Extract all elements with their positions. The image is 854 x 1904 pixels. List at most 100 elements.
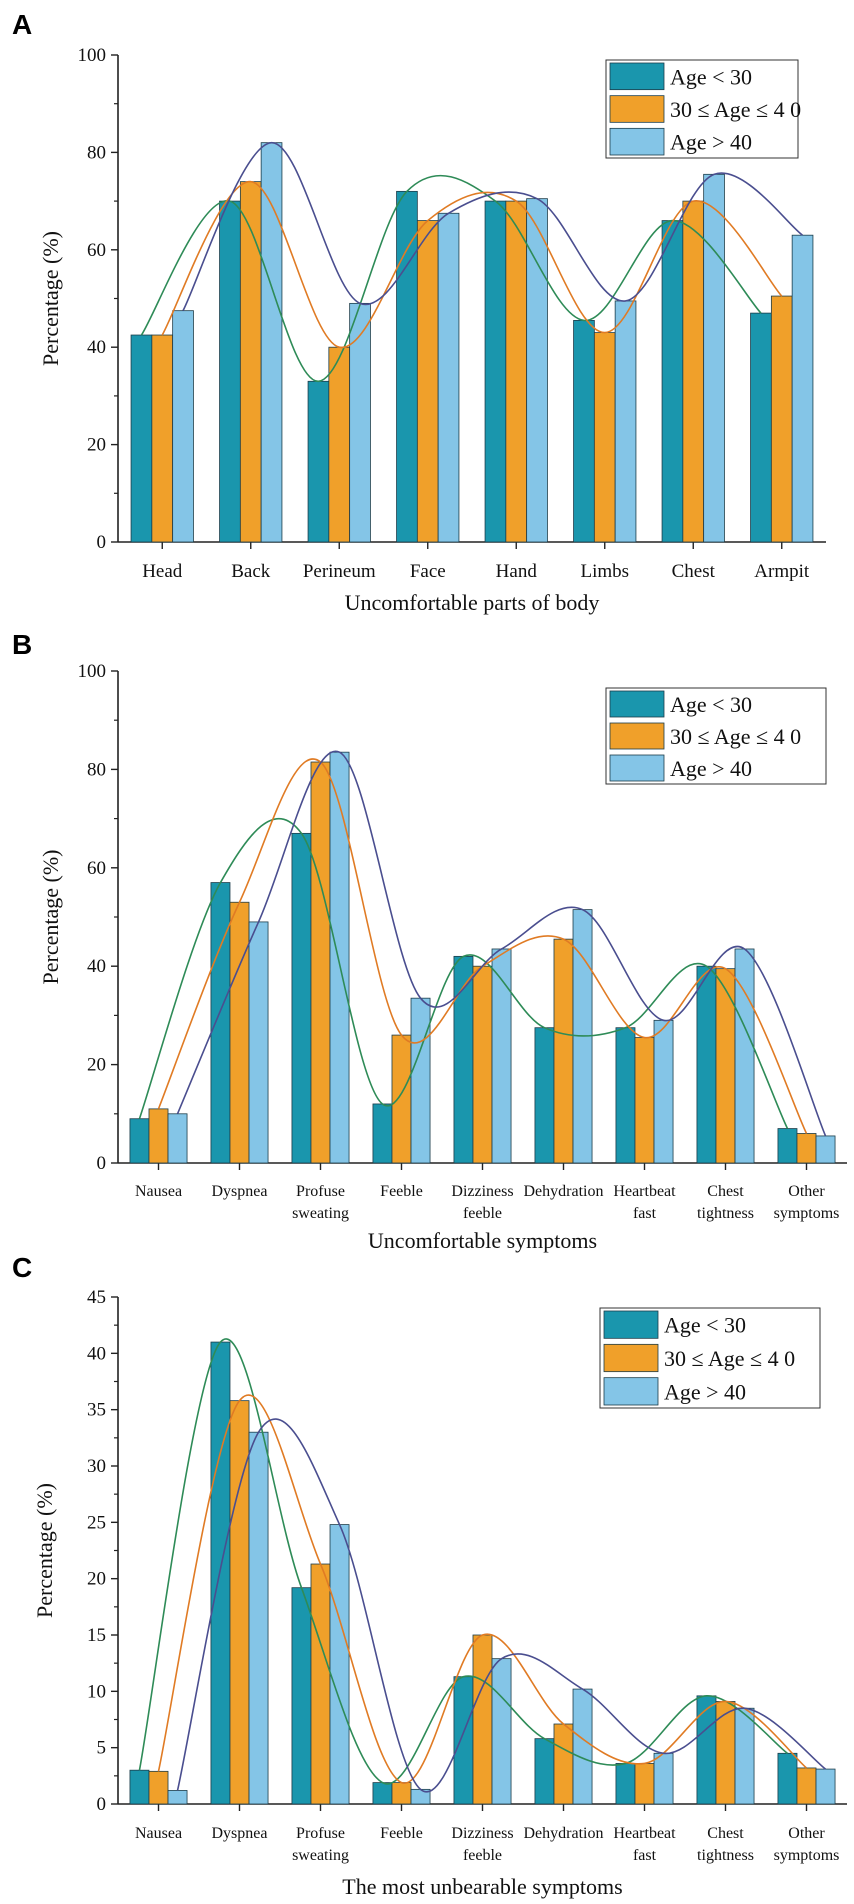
y-tick-label: 20	[87, 1055, 106, 1076]
bar-series-2	[416, 220, 439, 543]
y-tick-label: 15	[87, 1625, 106, 1646]
bar-series-3	[172, 310, 194, 543]
y-tick-label: 20	[87, 1569, 106, 1590]
x-tick-label: Back	[231, 561, 271, 582]
x-tick-label: fast	[633, 1205, 657, 1222]
y-tick-label: 20	[87, 435, 106, 456]
bar-series-3	[437, 212, 460, 543]
legend-swatch	[609, 127, 665, 156]
trend-curve-series-3	[176, 1418, 827, 1793]
panel-letter: A	[12, 9, 32, 40]
x-tick-label: Dehydration	[524, 1183, 604, 1200]
panel-letter: C	[12, 1252, 32, 1283]
bar-series-3	[329, 1524, 350, 1805]
legend-swatch	[603, 1343, 659, 1373]
legend-label: 30 ≤ Age ≤ 4 0	[670, 724, 801, 749]
bar-series-2	[505, 200, 528, 543]
x-tick-label: fast	[633, 1847, 657, 1864]
x-tick-label: Limbs	[580, 561, 629, 582]
x-tick-label: Dyspnea	[212, 1183, 268, 1200]
bar-series-1	[534, 1027, 555, 1164]
bar-series-3	[491, 948, 512, 1164]
x-tick-label: Other	[788, 1183, 825, 1200]
trend-curve-series-3	[176, 750, 827, 1137]
x-tick-label: Hand	[496, 561, 538, 582]
y-tick-label: 60	[87, 240, 106, 261]
bar-series-3	[248, 1431, 269, 1805]
x-tick-label: Dizziness	[451, 1183, 513, 1200]
bar-series-1	[291, 832, 312, 1164]
legend-swatch	[609, 62, 665, 91]
bar-series-3	[410, 997, 431, 1164]
x-tick-label: Dyspnea	[212, 1825, 268, 1842]
bar-series-2	[715, 968, 736, 1164]
bar-series-2	[553, 938, 574, 1164]
x-tick-label: Head	[142, 561, 183, 582]
bar-series-2	[328, 346, 351, 543]
bar-series-1	[453, 1676, 474, 1805]
bar-series-2	[715, 1701, 736, 1805]
y-tick-label: 30	[87, 1456, 106, 1477]
y-tick-label: 40	[87, 337, 106, 358]
trend-curve-series-1	[140, 174, 762, 383]
bar-series-2	[634, 1037, 655, 1164]
x-tick-label: tightness	[697, 1205, 754, 1222]
y-tick-label: 45	[87, 1287, 106, 1308]
bar-series-3	[491, 1658, 512, 1805]
panel-a: A 0 20 40 60 80 100 Head Back Perineum Face Hand Lim…	[12, 9, 826, 615]
bar-series-1	[210, 1341, 231, 1805]
bar-series-3	[572, 1688, 593, 1805]
panel-c: C 0 5 10 15 20 25 30 35 40 45 Nausea Dyspnea Profuse s…	[12, 1252, 847, 1899]
bar-series-1	[219, 200, 241, 543]
trend-curve-series-2	[161, 180, 783, 349]
bar-series-1	[573, 320, 595, 543]
bar-series-1	[130, 334, 153, 543]
y-tick-label: 40	[87, 956, 106, 977]
bar-series-1	[129, 1118, 150, 1164]
x-axis-title: Uncomfortable symptoms	[368, 1228, 597, 1253]
bar-series-3	[349, 302, 371, 543]
legend-label: Age < 30	[664, 1313, 746, 1338]
y-tick-label: 100	[78, 661, 107, 682]
bar-series-3	[734, 1707, 755, 1805]
bar-series-1	[696, 1695, 717, 1805]
legend-swatch	[609, 722, 665, 750]
legend-label: 30 ≤ Age ≤ 4 0	[670, 97, 801, 122]
x-tick-label: Chest	[707, 1183, 744, 1200]
y-tick-label: 80	[87, 759, 106, 780]
x-axis-title: The most unbearable symptoms	[342, 1874, 622, 1899]
bar-series-1	[696, 965, 717, 1164]
y-tick-label: 35	[87, 1400, 106, 1421]
bar-series-1	[372, 1103, 393, 1164]
bar-series-1	[777, 1128, 798, 1164]
bar-series-1	[291, 1587, 312, 1805]
x-tick-label: Chest	[707, 1825, 744, 1842]
legend-label: Age < 30	[670, 64, 752, 89]
legend-swatch	[609, 95, 665, 123]
bar-series-1	[661, 220, 684, 543]
y-tick-label: 100	[78, 45, 107, 66]
bar-series-3	[329, 751, 350, 1164]
bar-series-1	[484, 200, 507, 543]
legend: Age < 30 30 ≤ Age ≤ 4 0 Age > 40	[605, 59, 801, 159]
x-tick-label: Nausea	[135, 1183, 182, 1200]
bar-series-1	[615, 1763, 636, 1805]
bar-series-1	[129, 1769, 150, 1805]
x-tick-label: Heartbeat	[613, 1183, 676, 1200]
panel-b: B 0 20 40 60 80 100 Nausea Dyspnea Profuse sweatin…	[12, 629, 847, 1253]
legend-swatch	[609, 690, 665, 718]
y-axis-title: Percentage (%)	[38, 850, 63, 985]
x-tick-label: Nausea	[135, 1825, 182, 1842]
x-tick-label: Profuse	[296, 1825, 345, 1842]
bar-series-2	[593, 332, 616, 543]
y-axis-title: Percentage (%)	[38, 231, 63, 366]
legend-label: Age > 40	[670, 130, 752, 155]
bar-series-1	[750, 312, 772, 543]
bar-series-2	[472, 1634, 493, 1805]
y-tick-label: 80	[87, 142, 106, 163]
legend-swatch	[603, 1377, 659, 1406]
x-tick-label: Perineum	[303, 561, 376, 582]
legend-label: Age > 40	[670, 756, 752, 781]
bar-series-2	[682, 200, 705, 543]
